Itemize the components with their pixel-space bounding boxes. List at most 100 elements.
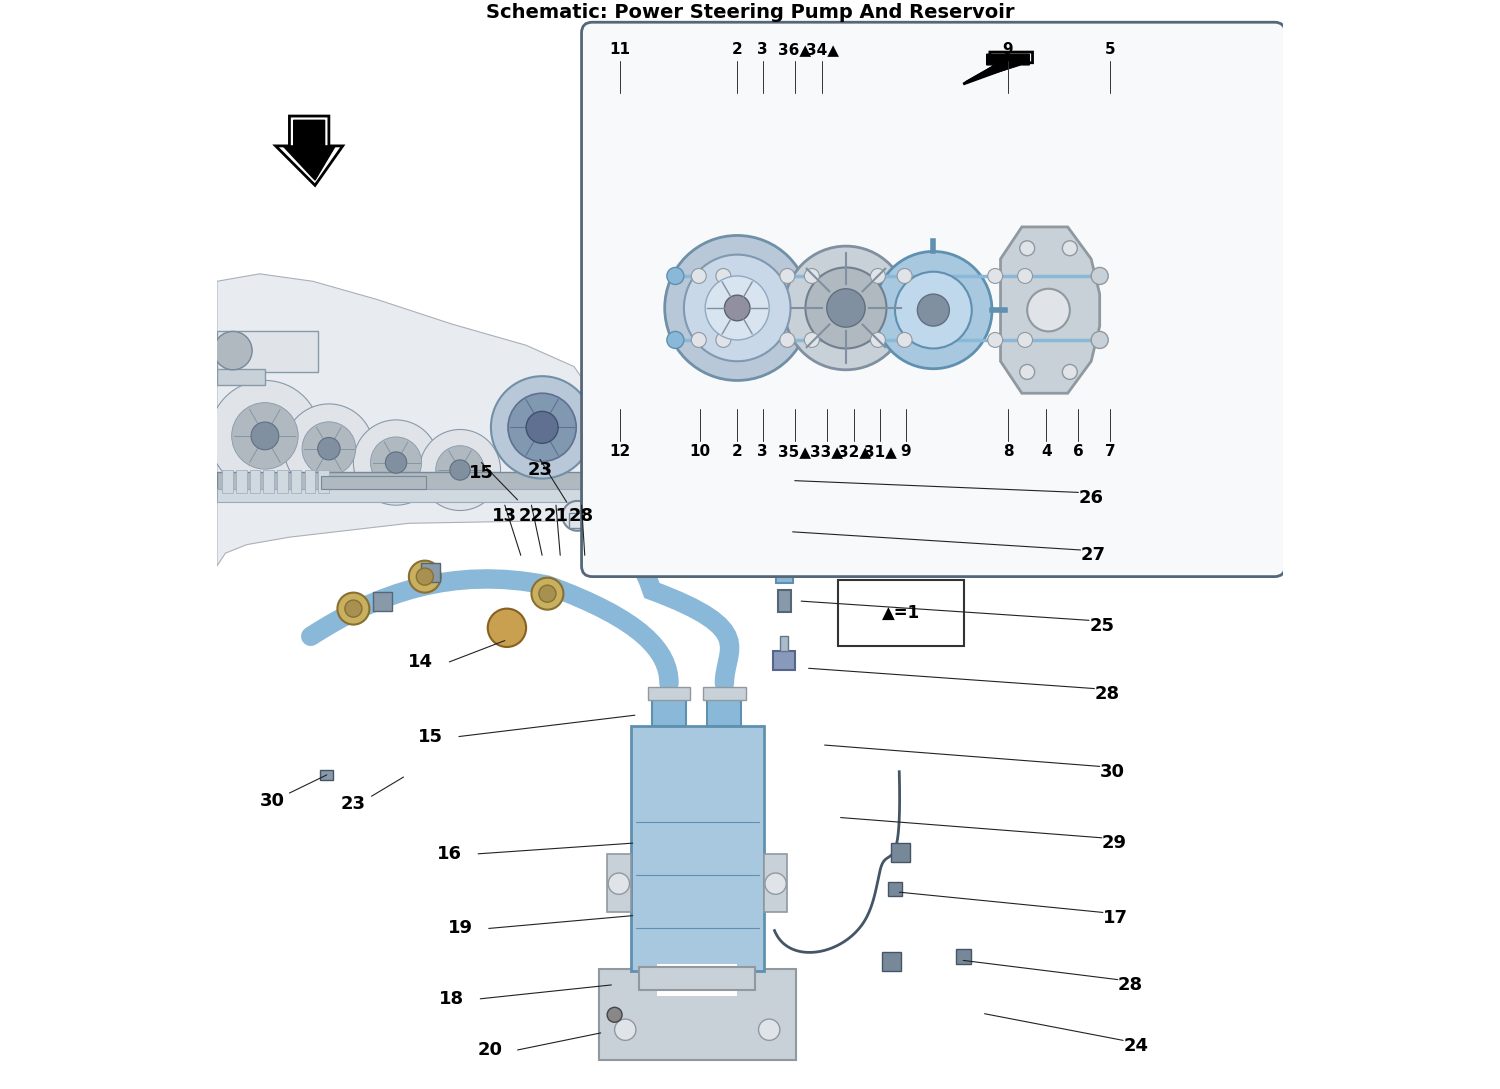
Circle shape xyxy=(1020,365,1035,379)
Circle shape xyxy=(780,332,795,347)
Polygon shape xyxy=(276,117,342,185)
Circle shape xyxy=(896,271,972,348)
Circle shape xyxy=(354,420,438,505)
Circle shape xyxy=(615,1019,636,1040)
Text: 17: 17 xyxy=(1102,909,1128,927)
Circle shape xyxy=(509,393,576,462)
Bar xyxy=(236,470,246,493)
Circle shape xyxy=(386,452,406,474)
Circle shape xyxy=(1028,289,1069,331)
Text: 25: 25 xyxy=(1089,616,1114,635)
Polygon shape xyxy=(1000,227,1100,393)
Circle shape xyxy=(608,1007,622,1023)
Text: 28: 28 xyxy=(1118,976,1143,994)
Bar xyxy=(780,636,789,651)
Circle shape xyxy=(435,445,484,494)
Circle shape xyxy=(987,269,1002,283)
Circle shape xyxy=(804,332,819,347)
Bar xyxy=(291,470,302,493)
Circle shape xyxy=(780,269,795,283)
Text: 5: 5 xyxy=(1106,42,1116,58)
Text: 18: 18 xyxy=(440,990,465,1007)
Bar xyxy=(708,696,741,726)
Circle shape xyxy=(705,276,770,340)
Circle shape xyxy=(370,437,422,488)
Text: 15: 15 xyxy=(470,464,494,482)
Text: 24: 24 xyxy=(1124,1037,1149,1055)
Bar xyxy=(249,470,261,493)
Circle shape xyxy=(608,873,630,894)
Circle shape xyxy=(1090,268,1108,284)
Text: Schematic: Power Steering Pump And Reservoir: Schematic: Power Steering Pump And Reser… xyxy=(486,3,1014,22)
Bar xyxy=(217,369,266,384)
Circle shape xyxy=(870,269,885,283)
Bar xyxy=(764,854,788,913)
Text: 23: 23 xyxy=(528,461,552,479)
Text: 36▲: 36▲ xyxy=(778,42,812,58)
Bar xyxy=(648,687,690,700)
Polygon shape xyxy=(217,273,592,566)
Circle shape xyxy=(870,332,885,347)
Bar xyxy=(776,500,792,583)
Text: 27: 27 xyxy=(1082,547,1106,564)
Circle shape xyxy=(784,246,908,370)
Circle shape xyxy=(897,332,912,347)
Circle shape xyxy=(716,269,730,283)
Circle shape xyxy=(531,577,564,610)
Circle shape xyxy=(668,268,684,284)
FancyBboxPatch shape xyxy=(582,22,1286,576)
Circle shape xyxy=(759,1019,780,1040)
Text: 2: 2 xyxy=(732,444,742,460)
Text: 3: 3 xyxy=(758,42,768,58)
Circle shape xyxy=(450,460,470,480)
Bar xyxy=(217,489,585,502)
Bar xyxy=(657,964,736,995)
Circle shape xyxy=(1017,269,1032,283)
Bar xyxy=(639,967,756,990)
Bar xyxy=(630,726,764,971)
Bar xyxy=(774,651,795,671)
FancyBboxPatch shape xyxy=(839,579,964,646)
Circle shape xyxy=(345,600,362,617)
Circle shape xyxy=(806,268,886,348)
Bar xyxy=(372,591,392,611)
Circle shape xyxy=(1090,331,1108,348)
Circle shape xyxy=(897,269,912,283)
Text: 16: 16 xyxy=(436,845,462,862)
Text: 9: 9 xyxy=(1002,42,1014,58)
Text: 2: 2 xyxy=(732,42,742,58)
Text: 3: 3 xyxy=(758,444,768,460)
Polygon shape xyxy=(963,52,1032,84)
Circle shape xyxy=(668,331,684,348)
Bar xyxy=(608,854,630,913)
Bar xyxy=(771,486,796,502)
Text: 29: 29 xyxy=(1102,834,1126,853)
Circle shape xyxy=(716,332,730,347)
Text: 26: 26 xyxy=(1078,489,1104,506)
Bar xyxy=(420,563,440,582)
Bar xyxy=(222,470,232,493)
Text: 35▲: 35▲ xyxy=(778,444,812,460)
Circle shape xyxy=(302,421,355,476)
Circle shape xyxy=(692,332,706,347)
Bar xyxy=(264,470,274,493)
Circle shape xyxy=(692,269,706,283)
Circle shape xyxy=(420,429,501,511)
Text: 22: 22 xyxy=(519,506,544,525)
Circle shape xyxy=(1017,332,1032,347)
Text: 34▲: 34▲ xyxy=(806,42,838,58)
Circle shape xyxy=(490,376,594,478)
Circle shape xyxy=(410,561,441,592)
Circle shape xyxy=(1062,241,1077,256)
Circle shape xyxy=(318,438,340,460)
Circle shape xyxy=(526,412,558,443)
Circle shape xyxy=(1062,365,1077,379)
Polygon shape xyxy=(284,120,336,180)
Text: 7: 7 xyxy=(1106,444,1116,460)
Bar xyxy=(217,331,318,372)
Polygon shape xyxy=(966,54,1029,82)
Bar xyxy=(321,476,426,489)
Circle shape xyxy=(210,380,321,491)
Bar xyxy=(321,770,333,780)
Bar xyxy=(652,696,686,726)
